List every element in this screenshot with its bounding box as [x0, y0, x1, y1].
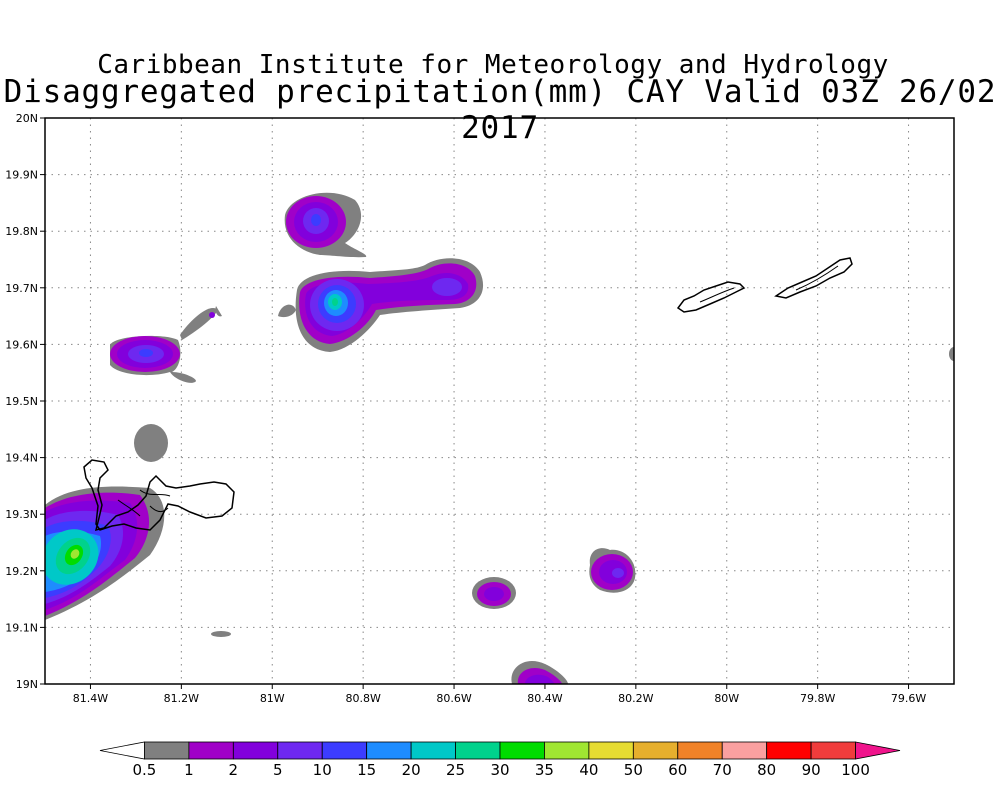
x-tick-label: 80.2W	[618, 692, 653, 705]
x-tick-label: 80.8W	[345, 692, 380, 705]
coastline	[83, 257, 853, 532]
y-tick-label: 19.5N	[5, 395, 38, 408]
colorbar-segment	[232, 741, 279, 760]
x-tick-label: 79.8W	[800, 692, 835, 705]
colorbar-segment	[455, 741, 501, 760]
precipitation-field	[45, 192, 954, 684]
colorbar-label: 15	[357, 761, 376, 779]
precip-cell-gray-19.4N	[134, 424, 168, 462]
y-tick-label: 19.7N	[5, 282, 38, 295]
colorbar-segment	[721, 741, 768, 760]
title-line-2: Disaggregated precipitation(mm) CAY Vali…	[3, 74, 997, 146]
colorbar-segment	[144, 741, 190, 760]
x-tick-label: 81.2W	[164, 692, 199, 705]
y-axis-ticks: 19N 19.1N 19.2N 19.3N 19.4N 19.5N 19.6N 19.7N 19…	[5, 112, 45, 691]
little-cayman-outline	[676, 281, 746, 313]
y-tick-label: 19.8N	[5, 225, 38, 238]
cayman-brac-outline	[774, 257, 853, 299]
colorbar-label: 60	[668, 761, 687, 779]
y-tick-label: 19.6N	[5, 338, 38, 351]
colorbar-label: 50	[624, 761, 643, 779]
x-tick-label: 81.4W	[73, 692, 108, 705]
x-tick-label: 80W	[714, 692, 739, 705]
colorbar-label: 1	[184, 761, 194, 779]
colorbar-segment	[410, 741, 456, 760]
colorbar-segment	[677, 741, 723, 760]
grand-cayman-outline	[83, 459, 235, 532]
colorbar-segment	[99, 741, 145, 760]
colorbar-segment	[766, 741, 812, 760]
y-tick-label: 19.2N	[5, 565, 38, 578]
colorbar-segment	[855, 741, 901, 760]
title-line-1: Caribbean Institute for Meteorology and …	[97, 50, 889, 80]
x-tick-label: 80.6W	[436, 692, 471, 705]
colorbar-label: 100	[841, 761, 870, 779]
colorbar-segment	[277, 741, 323, 760]
colorbar-segment	[321, 741, 368, 760]
colorbar-label: 40	[579, 761, 598, 779]
y-tick-label: 20N	[16, 112, 38, 125]
colorbar-label: 10	[313, 761, 332, 779]
colorbar-segment	[188, 741, 234, 760]
x-tick-label: 80.4W	[527, 692, 562, 705]
colorbar-segment	[544, 741, 590, 760]
colorbar-label: 2	[229, 761, 239, 779]
colorbar-label: 70	[713, 761, 732, 779]
colorbar-segment	[588, 741, 634, 760]
colorbar-label: 90	[802, 761, 821, 779]
colorbar-label: 20	[402, 761, 421, 779]
colorbar-segment	[366, 741, 412, 760]
y-tick-label: 19N	[16, 678, 38, 691]
colorbar: 0.5 1 2 5 10 15 20 25 30 35 40 50 60 70 80 90 100	[99, 741, 901, 779]
colorbar-segment	[632, 741, 679, 760]
colorbar-label: 25	[446, 761, 465, 779]
y-tick-label: 19.4N	[5, 452, 38, 465]
colorbar-label: 30	[490, 761, 509, 779]
x-tick-label: 81W	[260, 692, 285, 705]
y-tick-label: 19.1N	[5, 621, 38, 634]
colorbar-label: 0.5	[133, 761, 157, 779]
y-tick-label: 19.3N	[5, 508, 38, 521]
colorbar-segment	[810, 741, 856, 760]
colorbar-label: 35	[535, 761, 554, 779]
colorbar-segment	[499, 741, 545, 760]
x-tick-label: 79.6W	[891, 692, 926, 705]
colorbar-label: 80	[757, 761, 776, 779]
colorbar-label: 5	[273, 761, 283, 779]
x-axis-ticks: 81.4W 81.2W 81W 80.8W 80.6W 80.4W 80.2W 80W 79.8…	[73, 684, 926, 705]
y-tick-label: 19.9N	[5, 169, 38, 182]
